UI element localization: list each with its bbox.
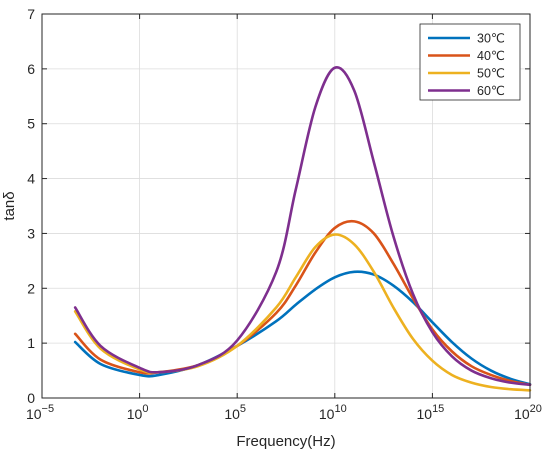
y-axis-label: tanδ xyxy=(1,191,18,220)
x-tick-base: 10 xyxy=(26,406,42,422)
series-line-1 xyxy=(73,270,532,386)
legend-box xyxy=(419,23,521,101)
x-tick-base: 10 xyxy=(127,406,143,422)
y-tick-label: 0 xyxy=(27,390,35,406)
x-tick-base: 10 xyxy=(224,406,240,422)
series-group xyxy=(73,66,532,392)
plot-frame xyxy=(41,13,531,399)
x-tick-label: 1015 xyxy=(416,403,444,422)
grid xyxy=(41,14,531,398)
x-tick-exponent: 0 xyxy=(142,403,148,415)
x-tick-exponent: 5 xyxy=(240,403,246,415)
x-tick-base: 10 xyxy=(514,406,530,422)
y-tick-label: 3 xyxy=(27,225,35,241)
x-tick-base: 10 xyxy=(416,406,432,422)
y-tick-label: 1 xyxy=(27,335,35,351)
x-tick-label: 1010 xyxy=(319,403,347,422)
legend-label-1: 30℃ xyxy=(477,32,505,46)
x-tick-label: 105 xyxy=(224,403,246,422)
y-tick-label: 2 xyxy=(27,280,35,296)
x-tick-label: 100 xyxy=(127,403,149,422)
x-tick-exponent: 20 xyxy=(530,403,542,415)
x-tick-label: 1020 xyxy=(514,403,542,422)
series-line-4 xyxy=(73,66,532,387)
legend-label-3: 50℃ xyxy=(477,67,505,81)
y-tick-label: 6 xyxy=(27,61,35,77)
x-axis-label: Frequency(Hz) xyxy=(236,433,335,450)
legend: 30℃ 40℃ 50℃ 60℃ xyxy=(419,23,521,101)
y-tick-label: 4 xyxy=(27,171,35,187)
x-tick-label: 10−5 xyxy=(26,403,54,422)
x-tick-exponent: 10 xyxy=(334,403,346,415)
legend-label-4: 60℃ xyxy=(477,84,505,98)
y-tick-label: 7 xyxy=(27,6,35,22)
legend-label-2: 40℃ xyxy=(477,49,505,63)
x-tick-exponent: −5 xyxy=(42,403,55,415)
x-tick-exponent: 15 xyxy=(432,403,444,415)
x-tick-base: 10 xyxy=(319,406,335,422)
y-tick-label: 5 xyxy=(27,116,35,132)
